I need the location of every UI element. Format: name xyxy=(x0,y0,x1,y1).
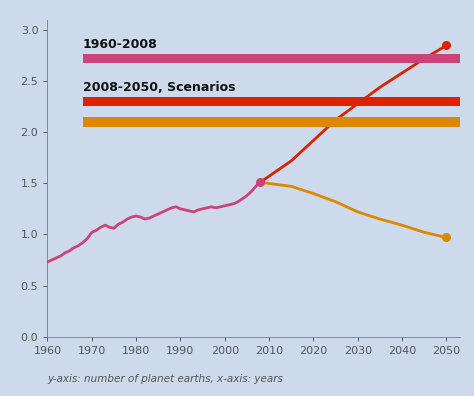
Bar xyxy=(83,117,474,127)
Text: 2008-2050, Scenarios: 2008-2050, Scenarios xyxy=(83,81,236,94)
Text: y-axis: number of planet earths, x-axis: years: y-axis: number of planet earths, x-axis:… xyxy=(47,374,283,384)
Bar xyxy=(83,54,474,63)
Text: 1960-2008: 1960-2008 xyxy=(83,38,158,51)
Bar xyxy=(83,97,474,106)
